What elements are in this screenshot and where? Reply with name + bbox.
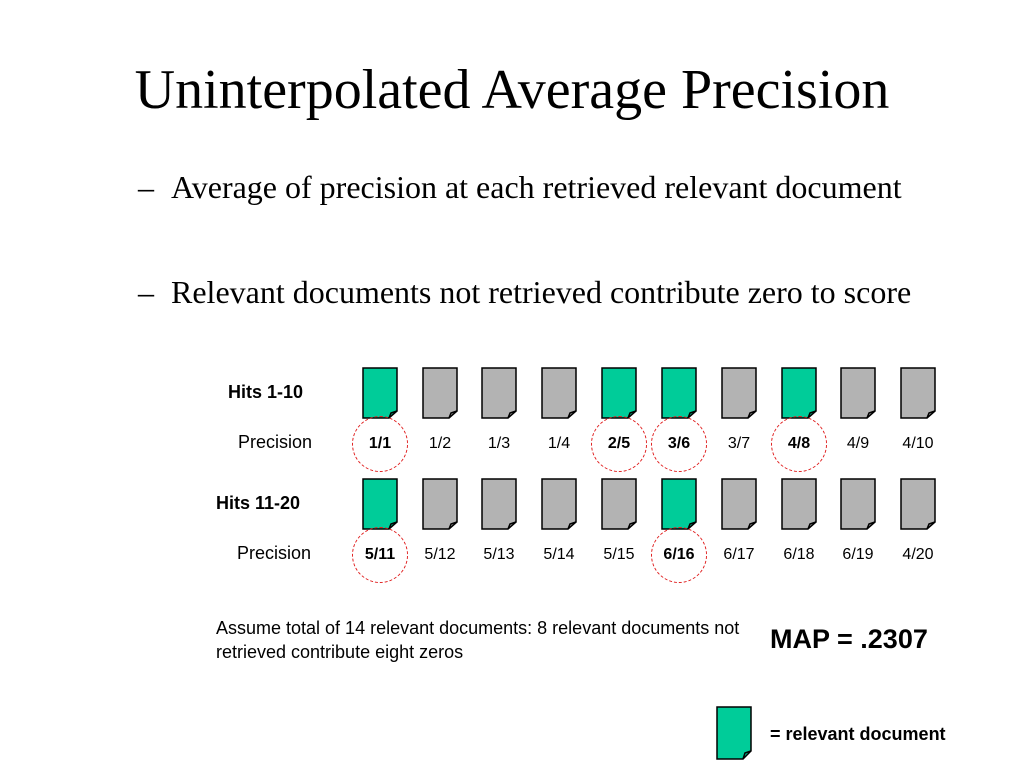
document-icon	[481, 478, 517, 530]
relevant-document-icon	[781, 367, 817, 419]
relevant-highlight-circle	[591, 416, 647, 472]
hits-row-1-label: Hits 1-10	[228, 382, 304, 402]
bullet-1: – Average of precision at each retrieved…	[138, 167, 958, 208]
precision-value: 5/12	[424, 546, 456, 563]
document-icon	[422, 478, 458, 530]
hits-row-2-label: Hits 11-20	[216, 493, 301, 513]
precision-value: 4/10	[902, 435, 934, 452]
bullet-text: Relevant documents not retrieved contrib…	[171, 274, 912, 310]
relevant-document-icon	[362, 478, 398, 530]
precision-row-1-label: Precision	[238, 432, 313, 452]
map-value: MAP = .2307	[770, 624, 928, 654]
precision-value: 6/19	[842, 546, 874, 563]
precision-value: 6/18	[783, 546, 815, 563]
precision-value: 4/9	[846, 435, 870, 452]
bullet-2: – Relevant documents not retrieved contr…	[138, 272, 958, 313]
precision-value: 4/20	[902, 546, 934, 563]
precision-row-2-label: Precision	[237, 543, 312, 563]
document-icon	[541, 367, 577, 419]
relevant-highlight-circle	[771, 416, 827, 472]
precision-value: 1/1	[368, 435, 392, 452]
precision-value: 6/17	[723, 546, 755, 563]
relevant-document-icon	[661, 478, 697, 530]
bullet-text: Average of precision at each retrieved r…	[171, 169, 902, 205]
document-icon	[840, 478, 876, 530]
document-icon	[422, 367, 458, 419]
legend-document-icon	[716, 706, 752, 760]
precision-value: 1/3	[487, 435, 511, 452]
precision-value: 5/14	[543, 546, 575, 563]
legend-label: = relevant document	[770, 724, 946, 744]
relevant-highlight-circle	[651, 416, 707, 472]
bullet-dash: –	[138, 169, 154, 205]
document-icon	[481, 367, 517, 419]
document-icon	[781, 478, 817, 530]
assumption-note: Assume total of 14 relevant documents: 8…	[216, 618, 740, 662]
document-icon	[601, 478, 637, 530]
precision-value: 3/7	[727, 435, 751, 452]
precision-value: 5/15	[603, 546, 635, 563]
bullet-dash: –	[138, 274, 154, 310]
document-icon	[541, 478, 577, 530]
precision-value: 1/2	[428, 435, 452, 452]
precision-value: 5/13	[483, 546, 515, 563]
precision-value: 3/6	[667, 435, 691, 452]
precision-value: 6/16	[663, 546, 695, 563]
relevant-document-icon	[601, 367, 637, 419]
relevant-highlight-circle	[352, 527, 408, 583]
document-icon	[900, 367, 936, 419]
precision-value: 4/8	[787, 435, 811, 452]
relevant-document-icon	[362, 367, 398, 419]
document-icon	[721, 367, 757, 419]
precision-value: 5/11	[364, 546, 396, 563]
precision-value: 1/4	[547, 435, 571, 452]
document-icon	[840, 367, 876, 419]
document-icon	[900, 478, 936, 530]
relevant-highlight-circle	[651, 527, 707, 583]
relevant-highlight-circle	[352, 416, 408, 472]
slide-title: Uninterpolated Average Precision	[134, 59, 890, 121]
relevant-document-icon	[661, 367, 697, 419]
precision-value: 2/5	[607, 435, 631, 452]
document-icon	[721, 478, 757, 530]
